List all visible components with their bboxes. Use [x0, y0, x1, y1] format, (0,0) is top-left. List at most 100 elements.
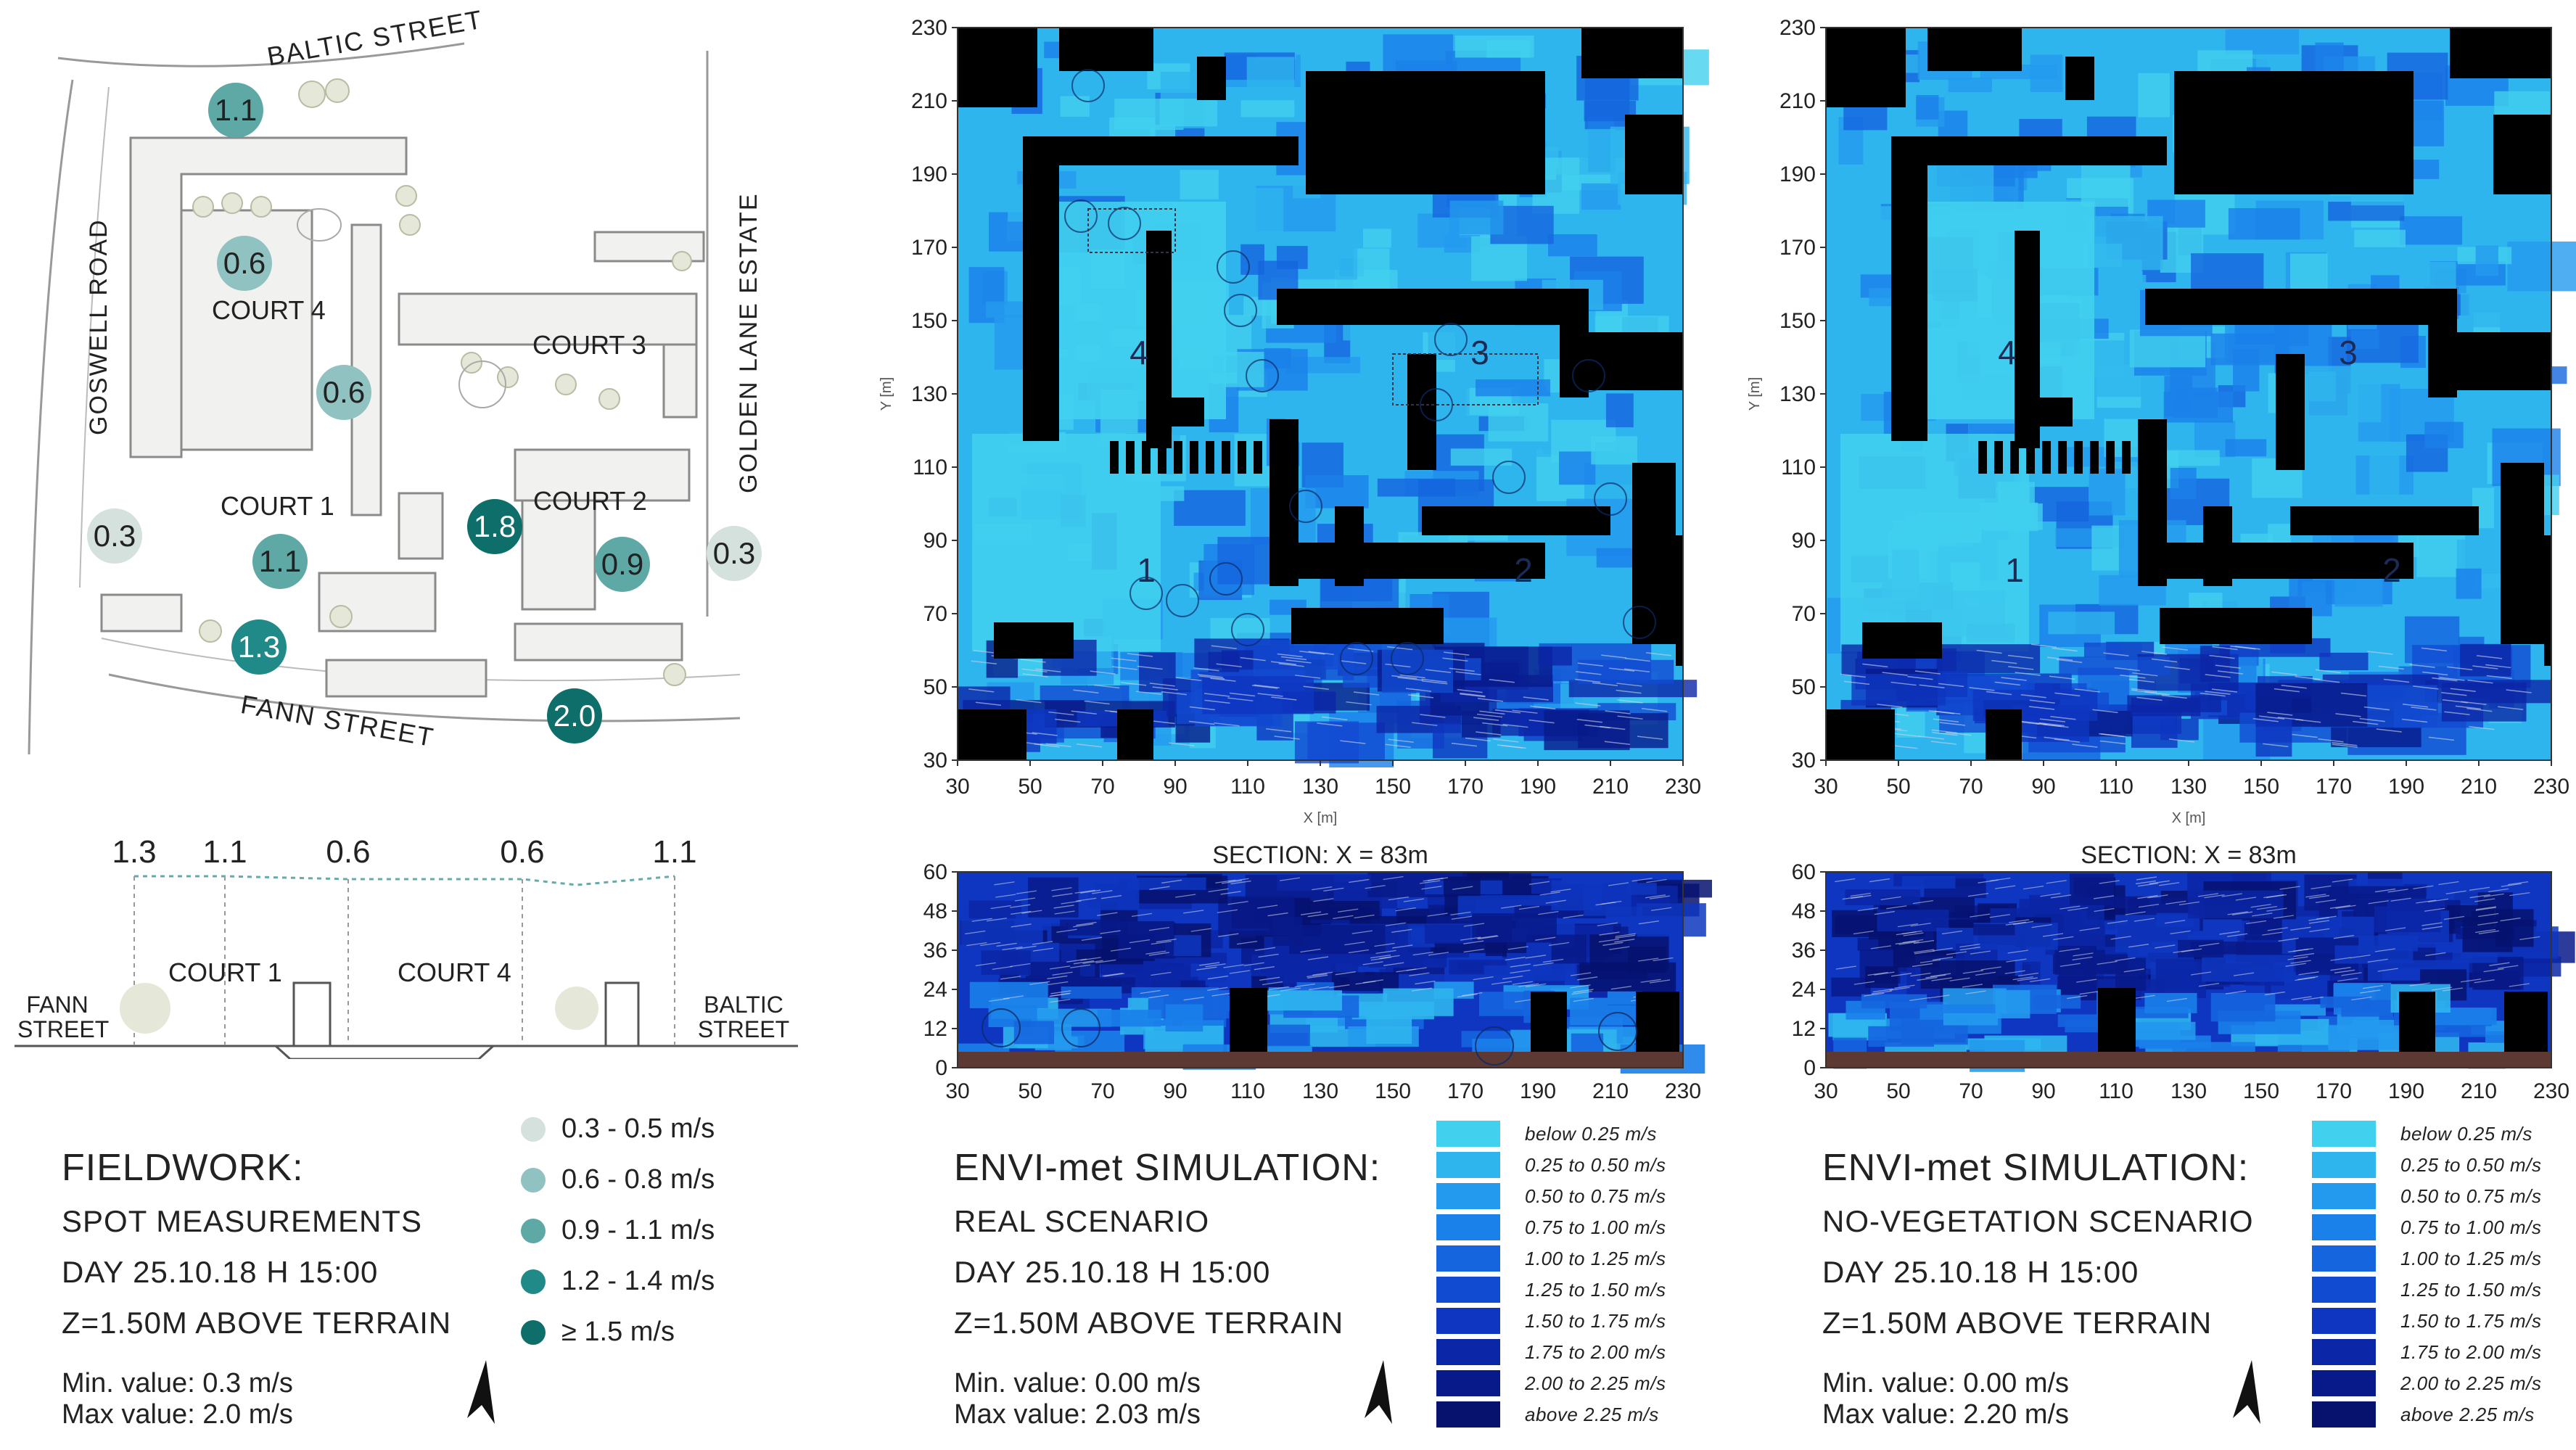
- legend-swatch: [1436, 1277, 1500, 1303]
- section-wind-vector: [1420, 880, 1441, 884]
- speed-legend-item: above 2.25 m/s: [1436, 1401, 1659, 1428]
- plan-speed-patch: [1160, 486, 1185, 501]
- section-wind-vector: [2350, 955, 2371, 959]
- wind-vector: [1645, 652, 1672, 656]
- wind-vector: [1278, 663, 1304, 667]
- wind-vector: [1021, 668, 1048, 673]
- building-court3-east: [662, 343, 698, 419]
- section-wind-vector: [1148, 952, 1170, 956]
- wind-vector: [1137, 665, 1163, 670]
- wind-vector: [1946, 731, 1972, 736]
- wind-vector: [2131, 688, 2157, 693]
- section-value: 1.3: [112, 834, 157, 870]
- plan-y-tick-label: 90: [923, 529, 947, 553]
- baltic-street-edge: [57, 42, 465, 67]
- section-x-tick-label: 50: [1018, 1079, 1042, 1103]
- wind-vector: [2215, 664, 2241, 669]
- plan-building: [2450, 332, 2551, 390]
- section-wind-vector: [1011, 923, 1032, 928]
- wind-vector: [1637, 736, 1663, 740]
- section-speed-patch: [1627, 883, 1657, 895]
- section-wind-vector: [2390, 897, 2411, 902]
- wind-vector: [2217, 670, 2244, 675]
- speed-legend-item: 1.25 to 1.50 m/s: [2312, 1277, 2541, 1303]
- section-wind-vector: [2308, 894, 2330, 899]
- legend-label: 0.6 - 0.8 m/s: [561, 1164, 715, 1195]
- legend-label: 2.00 to 2.25 m/s: [1525, 1372, 1666, 1394]
- plan-speed-patch: [2225, 29, 2300, 54]
- wind-vector: [1576, 718, 1602, 723]
- section-wind-vector: [1061, 900, 1082, 905]
- section-wind-vector: [2017, 977, 2038, 981]
- wind-vector: [1090, 670, 1116, 675]
- wind-vector: [2402, 718, 2428, 723]
- plan-building: [1277, 289, 1581, 325]
- plan-speed-patch: [1060, 96, 1090, 117]
- speed-legend-item: 0.25 to 0.50 m/s: [2312, 1152, 2541, 1178]
- section-x-tick-label: 110: [1230, 1079, 1265, 1103]
- section-wind-vector: [2292, 947, 2313, 952]
- section-wind-vector: [1129, 939, 1151, 944]
- wind-vector: [1890, 681, 1917, 686]
- wind-vector: [1616, 683, 1642, 687]
- section-wind-vector: [1151, 971, 1172, 976]
- wind-vector: [1894, 733, 1921, 738]
- section-wind-vector: [1056, 928, 1077, 933]
- section-y-tick-label: 12: [1792, 1017, 1816, 1041]
- section-wind-vector: [1385, 922, 1406, 926]
- plan-y-tick-label: 150: [1779, 309, 1816, 333]
- court2-label: COURT 2: [533, 486, 647, 516]
- section-building: [1636, 992, 1679, 1057]
- section-profile-line: [134, 875, 675, 886]
- plan-speed-patch: [2225, 439, 2267, 457]
- section-building: [2098, 988, 2136, 1057]
- measurement-point: 2.0: [547, 688, 602, 743]
- measurement-point: 0.9: [595, 537, 650, 592]
- wind-vector: [2132, 672, 2158, 677]
- wind-vector: [2074, 688, 2100, 693]
- legend-swatch: [521, 1218, 546, 1243]
- section-wind-vector: [1211, 992, 1233, 997]
- section-wind-vector: [2094, 907, 2115, 913]
- wind-vector: [1907, 675, 1933, 680]
- section-wind-vector: [1452, 886, 1473, 890]
- section-x-tick-label: 130: [1302, 1079, 1338, 1103]
- wind-vector: [2015, 672, 2041, 676]
- section-wind-vector: [2332, 878, 2353, 883]
- plan-speed-patch: [1256, 188, 1284, 239]
- plan-building: [1581, 28, 1683, 78]
- plan-building: [1197, 57, 1226, 100]
- section-speed-patch: [1082, 879, 1140, 910]
- wind-vector: [1604, 741, 1630, 746]
- wind-vector: [2092, 709, 2118, 714]
- legend-label: 1.00 to 1.25 m/s: [1525, 1247, 1666, 1269]
- section-wind-vector: [2498, 965, 2519, 969]
- plan-y-tick-label: 70: [923, 602, 947, 626]
- section-wind-vector: [1205, 963, 1226, 968]
- plan-speed-patch: [1605, 393, 1634, 428]
- section-wind-vector: [1962, 970, 1983, 974]
- wind-vector: [2271, 671, 2297, 676]
- section-wind-vector: [1103, 973, 1125, 977]
- section-wind-vector: [1925, 974, 1946, 979]
- plan-x-axis-label: X [m]: [1304, 810, 1338, 826]
- section-wind-vector: [1995, 885, 2016, 889]
- legend-swatch: [2312, 1121, 2376, 1147]
- plan-speed-patch: [1436, 617, 1497, 648]
- sim-line1: REAL SCENARIO: [954, 1204, 1210, 1238]
- plan-fast-flow: [1544, 710, 1630, 751]
- section-wind-vector: [2017, 972, 2039, 977]
- wind-vector: [1938, 683, 1964, 688]
- legend-label: 0.3 - 0.5 m/s: [561, 1113, 715, 1144]
- wind-vector: [2049, 675, 2075, 680]
- section-wind-vector: [2475, 906, 2497, 910]
- section-wind-vector: [1258, 953, 1279, 958]
- wind-vector: [1071, 710, 1097, 714]
- section-wind-vector: [1505, 956, 1526, 961]
- plan-building-pier: [1142, 441, 1151, 474]
- plan-speed-patch: [2089, 468, 2126, 516]
- wind-vector: [1994, 681, 2020, 686]
- wind-vector: [2103, 652, 2129, 656]
- section-speed-patch: [1218, 896, 1295, 936]
- section-wind-vector: [1528, 881, 1550, 885]
